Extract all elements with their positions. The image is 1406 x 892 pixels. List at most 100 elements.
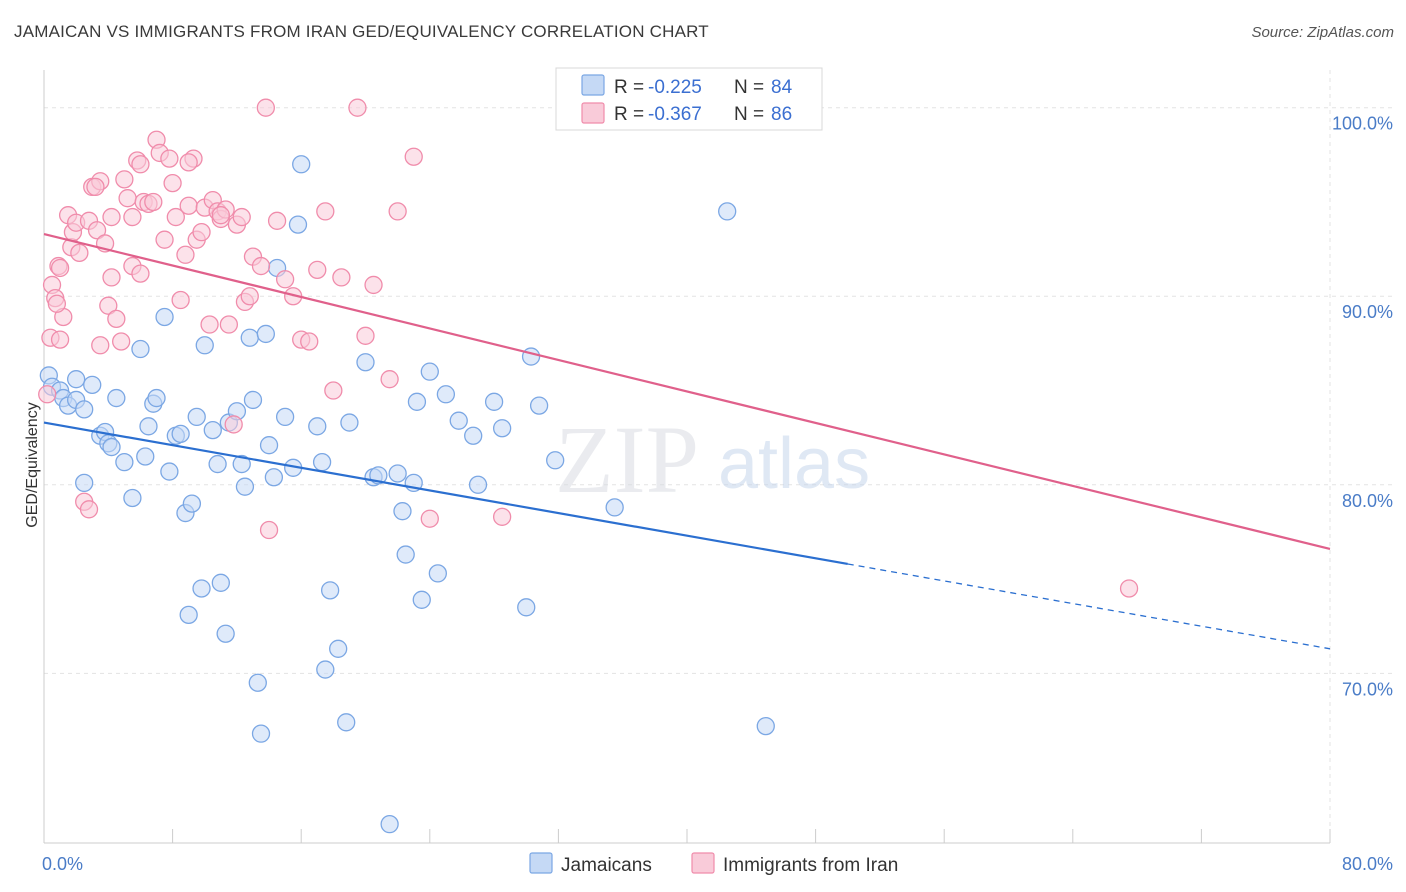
jamaicans-point-26: [187, 407, 206, 427]
jamaicans-point-81: [67, 370, 86, 389]
axes: [43, 70, 1331, 844]
iran-point-15: [87, 221, 107, 240]
jamaicans-point-73: [492, 419, 512, 438]
iran-point-59: [275, 270, 295, 289]
iran-point-20: [107, 309, 126, 329]
legend-n-label-2: N =: [734, 104, 764, 125]
jamaicans-point-61: [393, 502, 412, 521]
legend-r-label-1: R =: [614, 77, 644, 98]
iran-point-57: [259, 520, 279, 540]
jamaicans-point-19: [147, 388, 166, 408]
jamaicans-point-71: [468, 475, 488, 494]
jamaicans-point-7: [83, 375, 102, 395]
iran-point-51: [232, 207, 251, 227]
iran-point-68: [356, 326, 375, 345]
legend-r-value-1: -0.225: [648, 77, 702, 98]
iran-point-0: [38, 385, 57, 404]
jamaicans-point-64: [407, 392, 427, 411]
jamaicans-point-77: [546, 451, 565, 470]
watermark: ZIP atlas: [555, 406, 870, 513]
jamaicans-point-53: [329, 639, 348, 658]
jamaicans-point-41: [256, 324, 275, 344]
jamaicans-point-67: [428, 564, 447, 583]
jamaicans-point-50: [312, 453, 332, 472]
iran-point-55: [251, 256, 271, 276]
jamaicans-point-15: [123, 488, 142, 508]
iran-point-72: [404, 147, 423, 166]
iran-point-49: [224, 415, 243, 434]
jamaicans-point-43: [264, 468, 284, 487]
iran-point-73: [420, 509, 439, 528]
iran-point-83: [1119, 579, 1139, 598]
jamaicans-point-45: [275, 407, 295, 427]
jamaicans-point-72: [484, 392, 504, 411]
iran-point-37: [176, 245, 195, 264]
iran-point-84: [47, 294, 67, 313]
jamaicans-point-51: [316, 660, 335, 679]
jamaicans-point-66: [420, 362, 439, 381]
iran-point-29: [144, 192, 163, 212]
jamaicans-point-70: [464, 426, 483, 445]
jamaicans-point-54: [337, 713, 356, 732]
jamaicans-point-6: [75, 400, 94, 419]
jamaicans-point-42: [259, 436, 279, 455]
series-legend-swatch-jamaicans: [529, 852, 553, 874]
iran-trend-line: [43, 232, 1331, 550]
iran-point-35: [166, 207, 185, 227]
jamaicans-point-59: [380, 814, 399, 834]
series-legend-jamaicans: Jamaicans: [561, 855, 652, 876]
jamaicans-point-74: [517, 598, 536, 617]
jamaicans-point-11: [102, 437, 121, 457]
stats-legend: R = -0.225 N = 84 R = -0.367 N = 86: [555, 67, 823, 131]
jamaicans-point-17: [139, 417, 158, 436]
jamaicans-point-12: [75, 473, 94, 493]
jamaicans-point-78: [605, 498, 624, 517]
iran-point-81: [211, 206, 230, 225]
jamaicans-point-49: [308, 417, 327, 436]
jamaicans-trend-extension: [847, 563, 1331, 650]
iran-point-26: [131, 155, 150, 174]
legend-swatch-jamaicans: [581, 74, 605, 96]
iran-point-66: [332, 268, 351, 287]
legend-r-label-2: R =: [614, 104, 644, 125]
y-axis-label: GED/Equivalency: [24, 402, 41, 527]
jamaicans-point-60: [388, 464, 407, 483]
x-tick-labels: 0.0% 80.0%: [42, 854, 1393, 874]
iran-point-76: [102, 268, 121, 287]
iran-point-78: [123, 207, 142, 227]
iran-point-65: [324, 381, 343, 400]
iran-point-38: [179, 196, 198, 215]
jamaicans-point-20: [155, 307, 174, 327]
jamaicans-point-27: [192, 579, 211, 598]
iran-point-33: [160, 149, 179, 168]
iran-point-58: [267, 211, 287, 230]
legend-n-value-1: 84: [771, 77, 793, 98]
jamaicans-point-62: [396, 545, 415, 564]
iran-point-41: [192, 222, 211, 242]
watermark-atlas: atlas: [718, 424, 870, 504]
jamaicans-point-47: [288, 215, 308, 234]
trend-lines: [43, 232, 1331, 650]
iran-point-67: [348, 98, 367, 117]
jamaicans-point-48: [292, 155, 311, 174]
iran-point-80: [179, 153, 198, 172]
iran-point-48: [219, 315, 239, 334]
legend-swatch-iran: [581, 102, 605, 124]
iran-point-62: [300, 332, 319, 351]
jamaicans-point-38: [243, 390, 263, 410]
jamaicans-point-31: [211, 573, 230, 592]
iran-point-74: [79, 500, 99, 519]
jamaicans-point-28: [195, 336, 214, 355]
jamaicans-point-32: [216, 624, 235, 643]
x-tick-label-max: 80.0%: [1342, 854, 1393, 874]
jamaicans-point-56: [356, 353, 375, 372]
jamaicans-point-14: [115, 453, 134, 472]
jamaicans-point-37: [240, 328, 259, 347]
jamaicans-point-69: [449, 411, 468, 430]
iran-point-85: [86, 177, 105, 197]
legend-n-label-1: N =: [734, 77, 764, 98]
series-jamaicans-points: [39, 155, 775, 834]
chart-source: Source: ZipAtlas.com: [1251, 24, 1394, 41]
y-tick-labels: 100.0% 90.0% 80.0% 70.0%: [1332, 114, 1393, 700]
